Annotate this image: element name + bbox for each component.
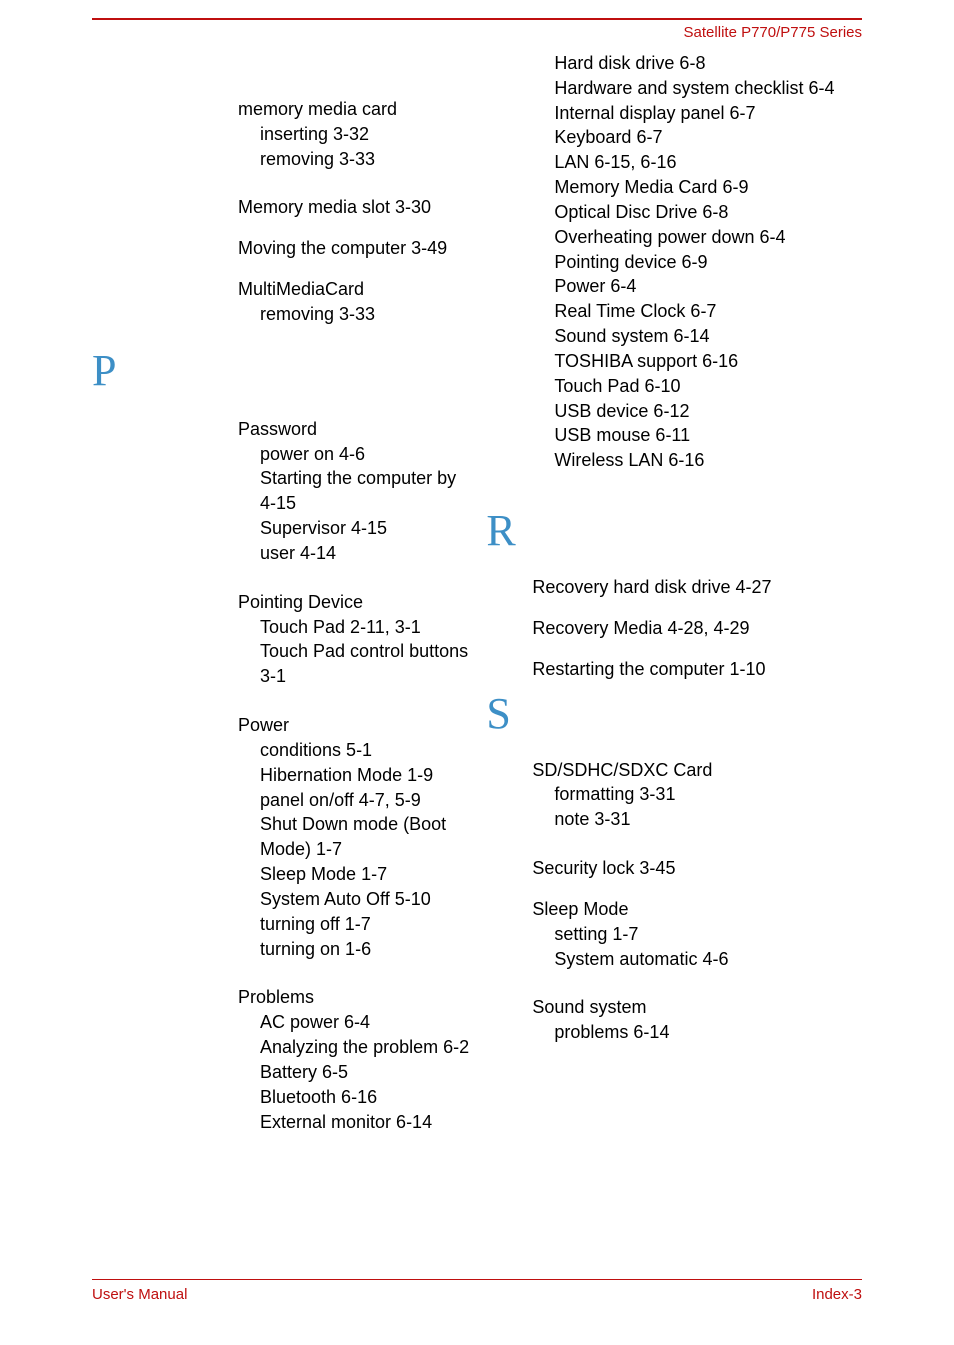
- entry-title: Password: [238, 417, 470, 442]
- entry-sub[interactable]: Touch Pad 2-11, 3-1: [260, 615, 470, 640]
- entry-title: memory media card: [238, 97, 470, 122]
- entry-security-lock: Security lock 3-45: [532, 856, 862, 881]
- entry-password: Password power on 4-6 Starting the compu…: [238, 417, 470, 566]
- entry-sd-card: SD/SDHC/SDXC Card formatting 3-31 note 3…: [532, 758, 862, 832]
- entry-sub[interactable]: panel on/off 4-7, 5-9: [260, 788, 470, 813]
- index-letter-s: S: [486, 692, 862, 736]
- entry-title: Problems: [238, 985, 470, 1010]
- entry-sleep-mode: Sleep Mode setting 1-7 System automatic …: [532, 897, 862, 971]
- entry-sub[interactable]: System automatic 4-6: [554, 947, 862, 972]
- page-footer: User's Manual Index-3: [92, 1279, 862, 1303]
- entry-sub[interactable]: AC power 6-4: [260, 1010, 470, 1035]
- entry-sub[interactable]: power on 4-6: [260, 442, 470, 467]
- page: Satellite P770/P775 Series memory media …: [0, 0, 954, 1345]
- entry-sub[interactable]: removing 3-33: [260, 302, 470, 327]
- entry-sub[interactable]: Real Time Clock 6-7: [554, 299, 862, 324]
- entry-sub[interactable]: Supervisor 4-15: [260, 516, 470, 541]
- entry-sub[interactable]: Battery 6-5: [260, 1060, 470, 1085]
- entry-line[interactable]: Restarting the computer 1-10: [532, 657, 862, 682]
- entry-line[interactable]: Security lock 3-45: [532, 856, 862, 881]
- entry-line[interactable]: Recovery Media 4-28, 4-29: [532, 616, 862, 641]
- entry-sub[interactable]: Memory Media Card 6-9: [554, 175, 862, 200]
- entry-sub[interactable]: Sleep Mode 1-7: [260, 862, 470, 887]
- entry-title: Sound system: [532, 995, 862, 1020]
- entry-sub[interactable]: turning on 1-6: [260, 937, 470, 962]
- entry-sub[interactable]: Hard disk drive 6-8: [554, 51, 862, 76]
- entry-sub[interactable]: Touch Pad control buttons 3-1: [260, 639, 470, 689]
- index-columns: memory media card inserting 3-32 removin…: [92, 51, 862, 1236]
- entry-sub[interactable]: Optical Disc Drive 6-8: [554, 200, 862, 225]
- entry-sub[interactable]: External monitor 6-14: [260, 1110, 470, 1135]
- series-label: Satellite P770/P775 Series: [92, 24, 862, 41]
- entry-sub[interactable]: Internal display panel 6-7: [554, 101, 862, 126]
- entry-problems-continued: Hard disk drive 6-8 Hardware and system …: [532, 51, 862, 473]
- left-column: memory media card inserting 3-32 removin…: [92, 51, 470, 1236]
- entry-sub[interactable]: Hibernation Mode 1-9: [260, 763, 470, 788]
- entry-sub[interactable]: Shut Down mode (Boot Mode) 1-7: [260, 812, 470, 862]
- entry-line[interactable]: Recovery hard disk drive 4-27: [532, 575, 862, 600]
- entry-pointing-device: Pointing Device Touch Pad 2-11, 3-1 Touc…: [238, 590, 470, 689]
- entry-sub[interactable]: Starting the computer by 4-15: [260, 466, 470, 516]
- entry-sub[interactable]: Analyzing the problem 6-2: [260, 1035, 470, 1060]
- entry-title: Sleep Mode: [532, 897, 862, 922]
- footer-left: User's Manual: [92, 1286, 187, 1303]
- entry-sub[interactable]: Power 6-4: [554, 274, 862, 299]
- header-rule: [92, 18, 862, 20]
- entry-sub[interactable]: Wireless LAN 6-16: [554, 448, 862, 473]
- entry-sub[interactable]: conditions 5-1: [260, 738, 470, 763]
- entry-sub[interactable]: Keyboard 6-7: [554, 125, 862, 150]
- entry-power: Power conditions 5-1 Hibernation Mode 1-…: [238, 713, 470, 961]
- entry-memory-media-card: memory media card inserting 3-32 removin…: [238, 97, 470, 171]
- footer-right: Index-3: [812, 1286, 862, 1303]
- entry-line[interactable]: Memory media slot 3-30: [238, 195, 470, 220]
- entry-sub[interactable]: Hardware and system checklist 6-4: [554, 76, 862, 101]
- entry-title: SD/SDHC/SDXC Card: [532, 758, 862, 783]
- right-column: Hard disk drive 6-8 Hardware and system …: [486, 51, 862, 1236]
- index-letter-r: R: [486, 509, 862, 553]
- entry-sub[interactable]: note 3-31: [554, 807, 862, 832]
- entry-title: Power: [238, 713, 470, 738]
- entry-sub[interactable]: removing 3-33: [260, 147, 470, 172]
- entry-sound-system: Sound system problems 6-14: [532, 995, 862, 1045]
- entry-moving-computer: Moving the computer 3-49: [238, 236, 470, 261]
- entry-recovery-hdd: Recovery hard disk drive 4-27: [532, 575, 862, 600]
- entry-problems: Problems AC power 6-4 Analyzing the prob…: [238, 985, 470, 1134]
- entry-sub[interactable]: Touch Pad 6-10: [554, 374, 862, 399]
- entry-sub[interactable]: Pointing device 6-9: [554, 250, 862, 275]
- entry-title: Pointing Device: [238, 590, 470, 615]
- entry-memory-media-slot: Memory media slot 3-30: [238, 195, 470, 220]
- entry-line[interactable]: Moving the computer 3-49: [238, 236, 470, 261]
- entry-sub[interactable]: LAN 6-15, 6-16: [554, 150, 862, 175]
- entry-title: MultiMediaCard: [238, 277, 470, 302]
- entry-sub[interactable]: problems 6-14: [554, 1020, 862, 1045]
- entry-sub[interactable]: turning off 1-7: [260, 912, 470, 937]
- entry-sub[interactable]: inserting 3-32: [260, 122, 470, 147]
- entry-recovery-media: Recovery Media 4-28, 4-29: [532, 616, 862, 641]
- entry-restarting: Restarting the computer 1-10: [532, 657, 862, 682]
- index-letter-p: P: [92, 349, 470, 393]
- entry-sub[interactable]: setting 1-7: [554, 922, 862, 947]
- entry-sub[interactable]: USB device 6-12: [554, 399, 862, 424]
- entry-sub[interactable]: Overheating power down 6-4: [554, 225, 862, 250]
- entry-sub[interactable]: formatting 3-31: [554, 782, 862, 807]
- entry-sub[interactable]: System Auto Off 5-10: [260, 887, 470, 912]
- entry-sub[interactable]: Sound system 6-14: [554, 324, 862, 349]
- entry-sub[interactable]: user 4-14: [260, 541, 470, 566]
- entry-sub[interactable]: Bluetooth 6-16: [260, 1085, 470, 1110]
- entry-sub[interactable]: USB mouse 6-11: [554, 423, 862, 448]
- entry-sub[interactable]: TOSHIBA support 6-16: [554, 349, 862, 374]
- entry-multimediacard: MultiMediaCard removing 3-33: [238, 277, 470, 327]
